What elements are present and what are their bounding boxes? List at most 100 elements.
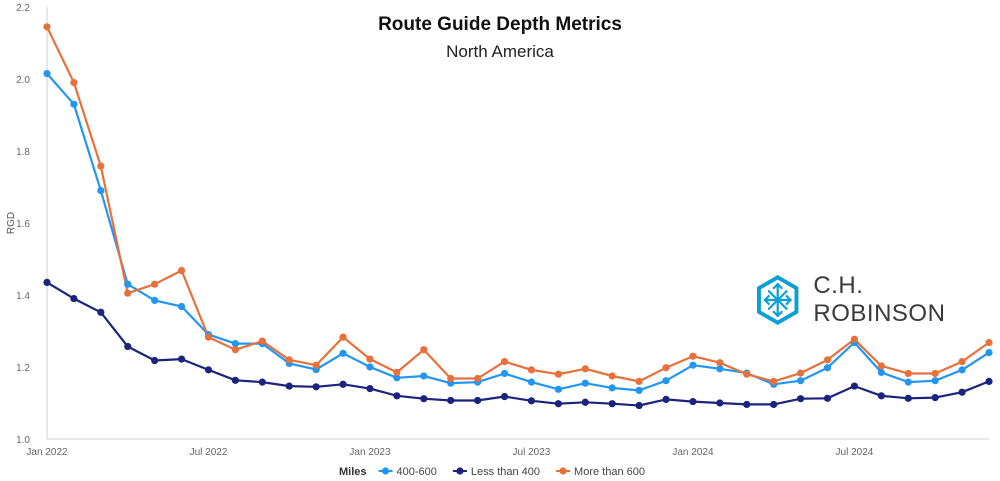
x-tick-label: Jul 2023	[513, 447, 551, 458]
data-point-less-than-400	[931, 394, 939, 402]
data-point-less-than-400	[823, 394, 832, 402]
data-point-400-600	[581, 379, 589, 387]
legend-item-more-than-600: More than 600	[556, 466, 645, 478]
data-point-less-than-400	[258, 378, 266, 386]
y-tick-label: 2.2	[16, 3, 30, 14]
y-tick-label: 1.4	[16, 291, 30, 302]
legend-title: Miles	[339, 466, 367, 478]
y-tick-label: 1.8	[16, 147, 30, 158]
legend-item-400-600: 400-600	[378, 466, 437, 478]
y-tick-label: 2.0	[16, 75, 30, 86]
x-tick-label: Jan 2024	[672, 447, 714, 458]
series-line-400-600	[46, 72, 990, 392]
data-point-less-than-400	[797, 395, 805, 403]
data-point-less-than-400	[312, 383, 320, 391]
data-point-400-600	[797, 377, 805, 385]
data-point-more-than-600	[877, 362, 885, 370]
series-lines	[46, 26, 990, 407]
data-point-less-than-400	[985, 377, 993, 385]
data-point-less-than-400	[958, 388, 966, 396]
data-point-less-than-400	[339, 380, 347, 388]
data-point-more-than-600	[177, 266, 186, 275]
data-point-more-than-600	[608, 372, 616, 380]
data-point-400-600	[716, 365, 724, 373]
data-point-less-than-400	[177, 355, 186, 363]
data-point-more-than-600	[743, 370, 751, 378]
legend-marker	[559, 467, 567, 475]
data-point-more-than-600	[662, 364, 670, 372]
data-point-less-than-400	[743, 400, 751, 409]
data-point-less-than-400	[716, 399, 724, 407]
data-point-less-than-400	[285, 382, 293, 390]
data-point-more-than-600	[339, 333, 347, 341]
data-point-less-than-400	[124, 342, 132, 351]
data-point-400-600	[554, 385, 562, 393]
series-line-more-than-600	[46, 26, 990, 383]
data-point-less-than-400	[877, 392, 885, 400]
data-point-more-than-600	[447, 374, 455, 383]
data-point-more-than-600	[904, 369, 912, 378]
x-tick-label: Jul 2024	[836, 447, 874, 458]
chart-title: Route Guide Depth Metrics	[378, 14, 622, 35]
data-point-less-than-400	[366, 385, 374, 393]
axes: 1.0 1.2 1.4 1.6 1.8 2.0 2.2 Jan 2022 Jul 2022 Jan…	[6, 3, 989, 458]
data-point-more-than-600	[500, 358, 509, 366]
data-point-more-than-600	[527, 366, 536, 374]
data-point-less-than-400	[500, 392, 509, 401]
data-point-400-600	[931, 377, 939, 385]
data-point-400-600	[43, 70, 51, 78]
data-point-400-600	[662, 377, 670, 385]
data-point-400-600	[97, 187, 105, 195]
x-tick-label: Jan 2022	[26, 447, 68, 458]
brand-logo: C.H. ROBINSON	[756, 272, 1000, 328]
y-tick-label: 1.6	[16, 219, 30, 230]
data-point-400-600	[70, 100, 78, 108]
data-point-less-than-400	[204, 366, 213, 374]
data-point-400-600	[958, 366, 966, 374]
data-point-less-than-400	[43, 278, 51, 286]
data-point-less-than-400	[527, 397, 536, 405]
data-point-400-600	[177, 302, 186, 311]
data-point-less-than-400	[474, 396, 482, 405]
data-point-400-600	[231, 340, 239, 348]
data-point-more-than-600	[285, 356, 293, 364]
data-point-400-600	[500, 369, 509, 378]
legend-label: More than 600	[574, 466, 645, 478]
data-point-more-than-600	[124, 289, 132, 297]
legend: Miles 400-600 Less than 400 More than 600	[339, 466, 645, 478]
data-point-more-than-600	[43, 23, 51, 31]
data-point-more-than-600	[850, 335, 859, 343]
data-point-less-than-400	[554, 400, 562, 408]
data-point-more-than-600	[420, 346, 428, 354]
chart-subtitle: North America	[446, 42, 554, 61]
data-point-less-than-400	[608, 400, 616, 408]
data-point-more-than-600	[770, 377, 778, 385]
x-tick-label: Jan 2023	[349, 447, 391, 458]
data-point-more-than-600	[393, 368, 401, 376]
data-point-more-than-600	[635, 377, 643, 385]
series-line-less-than-400	[46, 281, 990, 407]
legend-label: Less than 400	[471, 466, 540, 478]
data-point-more-than-600	[823, 356, 832, 364]
data-point-more-than-600	[931, 369, 939, 378]
data-point-less-than-400	[70, 295, 78, 303]
data-point-less-than-400	[662, 395, 670, 403]
data-point-400-600	[985, 349, 993, 357]
brand-name: C.H. ROBINSON	[813, 272, 946, 327]
legend-label: 400-600	[397, 466, 437, 478]
data-point-400-600	[366, 363, 374, 371]
data-point-400-600	[420, 372, 428, 380]
data-point-400-600	[608, 384, 616, 392]
ch-robinson-logo-icon	[756, 275, 799, 325]
data-point-more-than-600	[151, 280, 159, 288]
data-point-more-than-600	[554, 370, 562, 378]
data-point-more-than-600	[581, 365, 589, 373]
legend-marker	[456, 467, 464, 475]
data-point-less-than-400	[151, 356, 159, 365]
data-point-more-than-600	[797, 369, 805, 377]
data-point-400-600	[393, 374, 401, 382]
legend-item-less-than-400: Less than 400	[452, 466, 540, 478]
y-tick-label: 1.2	[16, 363, 30, 374]
data-point-more-than-600	[958, 358, 966, 366]
data-point-less-than-400	[581, 398, 589, 406]
